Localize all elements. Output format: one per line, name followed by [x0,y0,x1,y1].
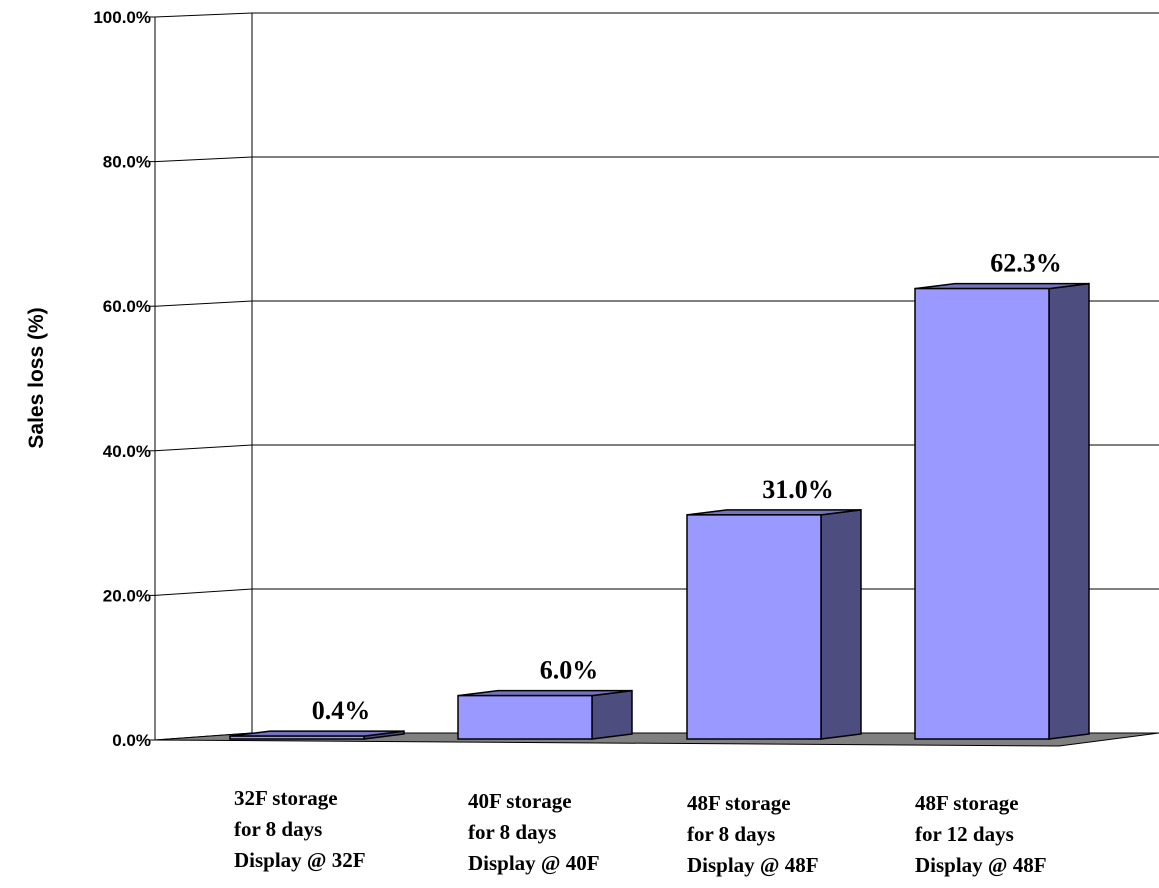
gridline-side [154,12,253,18]
floor-layer [154,732,1159,747]
y-tick-label: 0.0% [112,731,151,750]
gridline-side [154,300,253,307]
category-label: 48F storage for 8 days Display @ 48F [687,791,819,877]
bar [229,735,365,740]
gridline-side [154,444,253,452]
y-tick-label: 20.0% [103,586,151,605]
labels-layer: 0.0% 20.0% 40.0% 60.0% 80.0% 100.0% 0.4% 6.0% 31… [93,8,1061,877]
y-tick-label: 100.0% [93,8,151,27]
category-label: 32F storage for 8 days Display @ 32F [234,786,366,872]
bars-layer [229,282,1090,740]
category-label-line: 48F storage [915,791,1019,815]
data-label: 62.3% [990,249,1062,278]
category-label: 40F storage for 8 days Display @ 40F [468,789,600,875]
chart-floor [154,732,1159,747]
category-label-line: Display @ 32F [234,848,366,872]
bar [457,694,593,740]
gridline-side [154,156,253,163]
bar-side [591,689,633,740]
category-label: 48F storage for 12 days Display @ 48F [915,791,1047,877]
gridline-side [154,588,253,596]
bar-side [820,509,862,740]
category-label-line: 32F storage [234,786,338,810]
data-label: 6.0% [540,656,599,685]
category-label-line: Display @ 48F [687,853,819,877]
y-axis-label: Sales loss (%) [25,307,48,448]
bar-side [1048,282,1090,740]
bar [914,287,1050,740]
data-label: 0.4% [312,696,371,725]
category-label-line: for 8 days [687,822,775,846]
data-label: 31.0% [762,475,834,504]
category-label-line: Display @ 48F [915,853,1047,877]
category-label-line: 40F storage [468,789,572,813]
category-label-line: for 12 days [915,822,1014,846]
category-label-line: for 8 days [234,817,322,841]
category-label-line: 48F storage [687,791,791,815]
y-tick-label: 40.0% [103,442,151,461]
y-tick-label: 60.0% [103,297,151,316]
category-label-line: Display @ 40F [468,851,600,875]
bar [686,514,822,740]
y-tick-label: 80.0% [103,153,151,172]
category-label-line: for 8 days [468,820,556,844]
